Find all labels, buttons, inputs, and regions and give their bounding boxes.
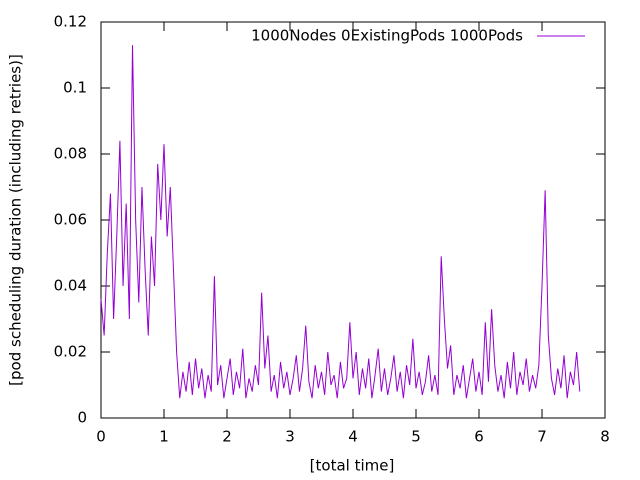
y-tick-label: 0.1 xyxy=(63,79,87,97)
x-tick-label: 2 xyxy=(222,428,232,446)
x-tick-label: 4 xyxy=(348,428,358,446)
x-tick-label: 6 xyxy=(474,428,484,446)
y-tick-label: 0.06 xyxy=(54,211,87,229)
x-tick-label: 5 xyxy=(411,428,421,446)
y-tick-label: 0 xyxy=(77,409,87,427)
x-axis-label: [total time] xyxy=(310,457,395,475)
x-tick-label: 7 xyxy=(537,428,547,446)
data-line xyxy=(100,45,581,399)
plot-border xyxy=(100,21,606,419)
y-axis-label: [pod scheduling duration (including retr… xyxy=(7,54,25,386)
legend-label: 1000Nodes 0ExistingPods 1000Pods xyxy=(251,27,523,45)
y-tick-label: 0.02 xyxy=(54,343,87,361)
x-tick-label: 3 xyxy=(285,428,295,446)
y-tick-label: 0.12 xyxy=(54,13,87,31)
x-tick-label: 1 xyxy=(159,428,169,446)
x-tick-label: 8 xyxy=(600,428,610,446)
y-tick-label: 0.04 xyxy=(54,277,87,295)
y-tick-label: 0.08 xyxy=(54,145,87,163)
x-tick-label: 0 xyxy=(96,428,106,446)
